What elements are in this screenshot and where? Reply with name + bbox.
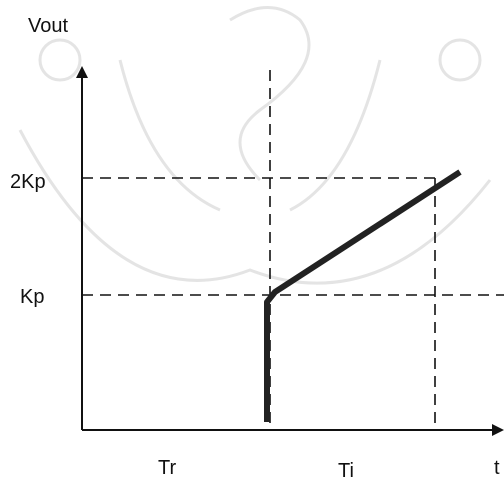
- y-axis-label: Vout: [28, 15, 68, 37]
- integral-time-label: Ti: [338, 460, 354, 482]
- watermark: [20, 8, 490, 284]
- low-level-label: Kp: [20, 286, 44, 308]
- rise-time-label: Tr: [158, 457, 176, 479]
- high-level-label: 2Kp: [10, 171, 46, 193]
- diagram: Vout 2Kp Kp Tr Ti t: [0, 0, 504, 483]
- page: Vout 2Kp Kp Tr Ti t (() => { const data …: [0, 0, 504, 483]
- x-axis-label: t: [494, 457, 500, 479]
- response-curve: [267, 172, 460, 422]
